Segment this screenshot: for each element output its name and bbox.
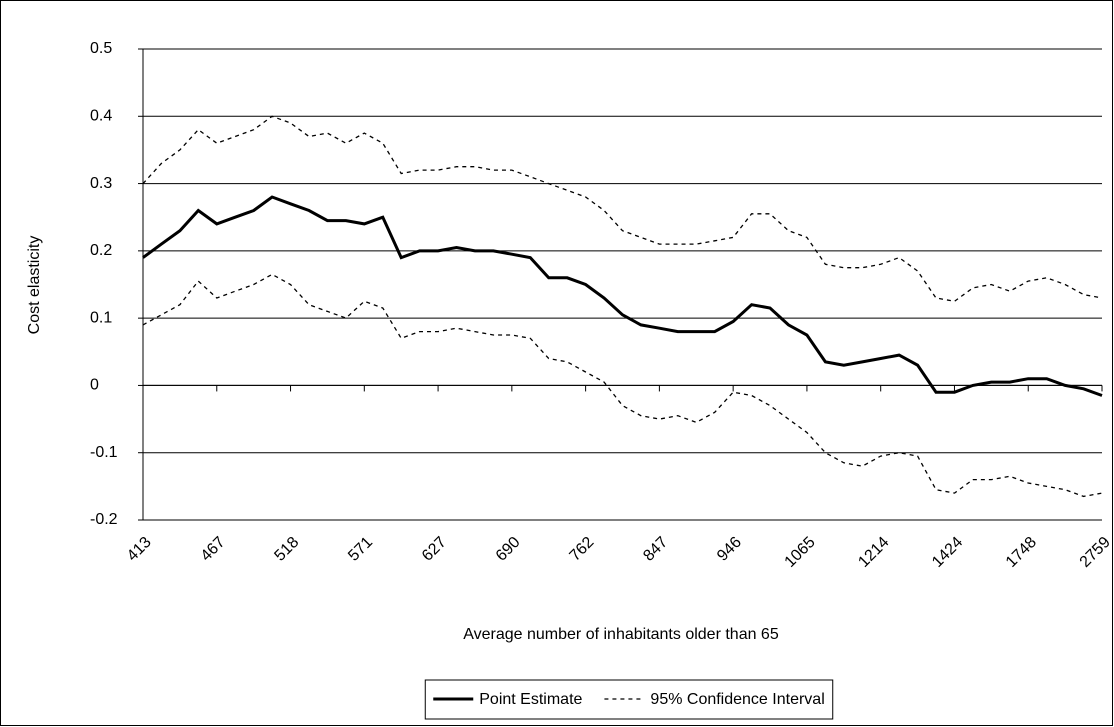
y-axis-title: Cost elasticity xyxy=(26,236,43,335)
series-line xyxy=(142,115,1103,302)
y-tick-label: -0.2 xyxy=(90,511,118,528)
y-tick-label: 0.2 xyxy=(90,242,112,259)
series-line xyxy=(142,195,1103,397)
y-tick-label: 0.4 xyxy=(90,108,112,125)
x-axis-title: Average number of inhabitants older than… xyxy=(463,626,779,643)
legend: Point Estimate 95% Confidence Interval xyxy=(424,679,834,720)
legend-label: 95% Confidence Interval xyxy=(650,691,824,708)
legend-label: Point Estimate xyxy=(479,691,582,708)
y-tick-label: 0.5 xyxy=(90,40,112,57)
y-tick-label: 0 xyxy=(90,377,99,394)
y-tick-label: -0.1 xyxy=(90,444,118,461)
y-tick-label: 0.1 xyxy=(90,309,112,326)
y-tick-label: 0.3 xyxy=(90,175,112,192)
